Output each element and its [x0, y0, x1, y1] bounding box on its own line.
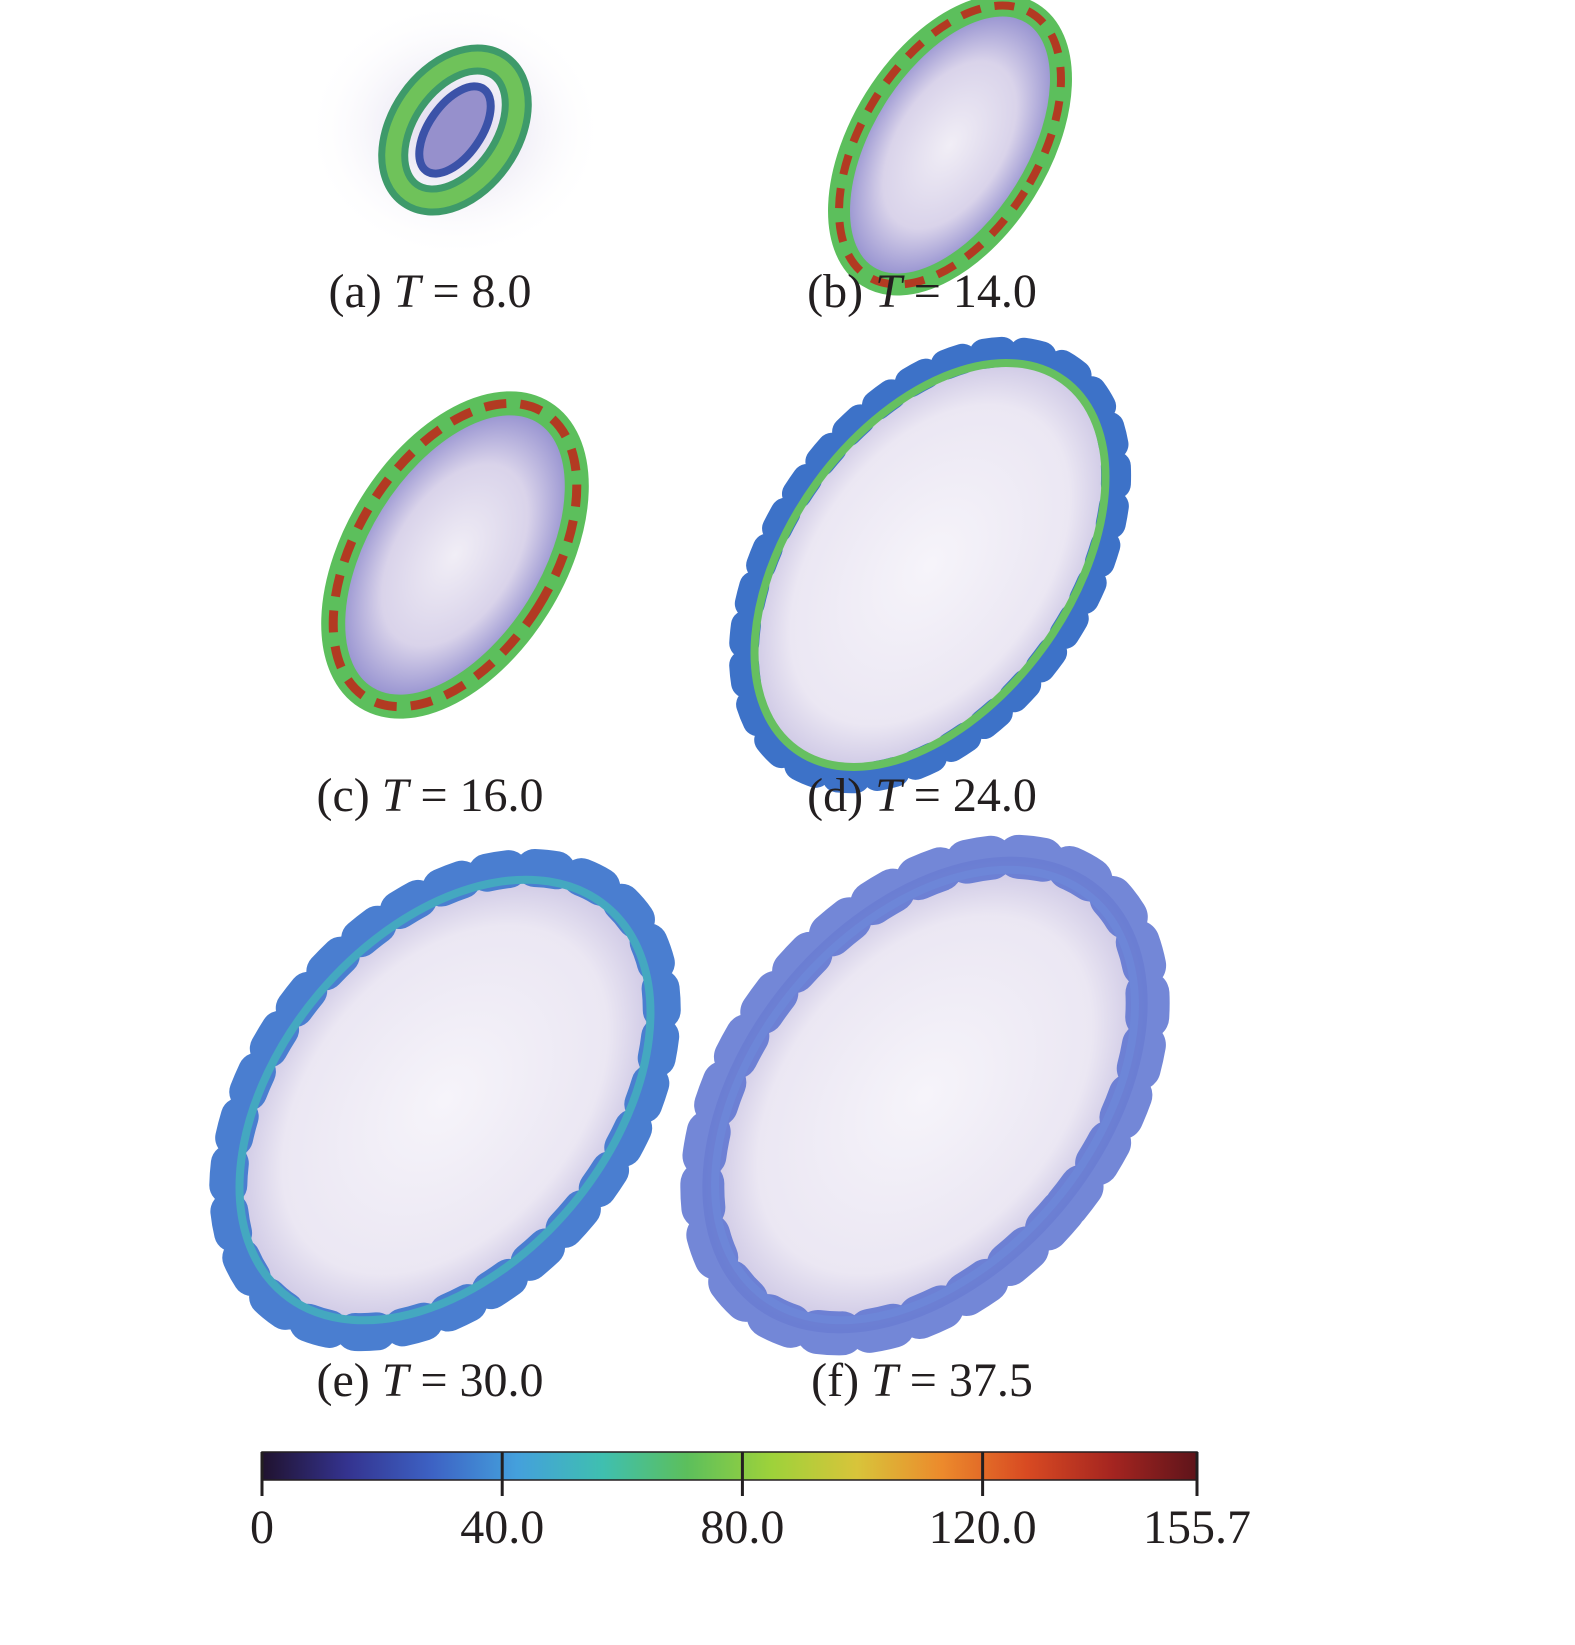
panel-value: = 14.0 — [914, 265, 1037, 318]
panel-tag: (d) — [807, 769, 863, 822]
colorbar — [261, 1451, 1198, 1481]
panel-e-image — [209, 848, 681, 1352]
panel-caption: (d) T = 24.0 — [807, 769, 1037, 822]
panel-caption: (b) T = 14.0 — [807, 265, 1037, 318]
panel-tag: (e) — [316, 1354, 369, 1407]
panel-variable: T — [875, 769, 905, 822]
panel-b-image — [828, 0, 1072, 296]
panel-value: = 30.0 — [420, 1354, 543, 1407]
panel-value: = 16.0 — [420, 769, 543, 822]
panel-tag: (b) — [807, 265, 863, 318]
panel-variable: T — [382, 769, 412, 822]
colorbar-tick-label: 155.7 — [1143, 1501, 1251, 1554]
panel-caption: (a) T = 8.0 — [328, 265, 531, 318]
panel-variable: T — [394, 265, 424, 318]
panel-d-image — [728, 336, 1132, 794]
panel-value: = 37.5 — [910, 1354, 1033, 1407]
panel-caption: (f) T = 37.5 — [811, 1354, 1033, 1407]
panel-variable: T — [871, 1354, 901, 1407]
colorbar-tick-label: 40.0 — [460, 1501, 544, 1554]
panel-variable: T — [875, 265, 905, 318]
panel-caption: (c) T = 16.0 — [316, 769, 543, 822]
panel-variable: T — [382, 1354, 412, 1407]
panel-c-image — [321, 391, 589, 719]
panel-caption: (e) T = 30.0 — [316, 1354, 543, 1407]
colorbar-tick-label: 120.0 — [929, 1501, 1037, 1554]
panel-a-image — [305, 0, 605, 260]
panel-tag: (f) — [811, 1354, 859, 1407]
colorbar-tick-label: 80.0 — [700, 1501, 784, 1554]
panel-tag: (a) — [328, 265, 381, 318]
panel-tag: (c) — [316, 769, 369, 822]
panel-value: = 24.0 — [914, 769, 1037, 822]
colorbar-tick-label: 0 — [250, 1501, 274, 1554]
panel-f-image — [680, 834, 1170, 1356]
panel-value: = 8.0 — [432, 265, 531, 318]
